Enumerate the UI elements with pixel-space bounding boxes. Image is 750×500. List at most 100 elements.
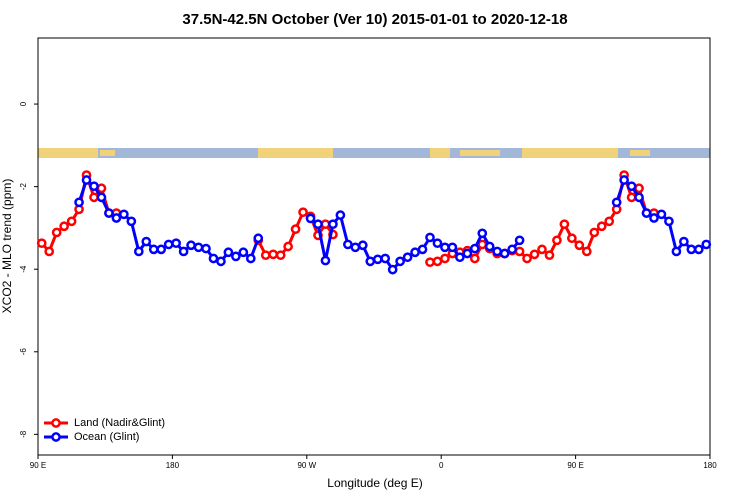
legend-marker [51, 418, 61, 428]
y-tick-label: -6 [19, 348, 28, 356]
point [529, 249, 540, 260]
point [604, 216, 615, 227]
point [537, 244, 547, 255]
point [343, 239, 353, 250]
y-axis-label: XCO2 - MLO trend (ppm) [0, 179, 14, 314]
point [163, 239, 174, 250]
point [231, 251, 241, 262]
point [245, 253, 256, 264]
point [283, 241, 293, 252]
point [96, 183, 107, 194]
x-axis-label: Longitude (deg E) [327, 476, 422, 490]
point [679, 236, 689, 247]
point [89, 192, 99, 203]
point [201, 243, 211, 254]
point [260, 250, 271, 261]
point [313, 219, 323, 230]
point [649, 213, 659, 223]
point [171, 238, 181, 249]
point [522, 253, 532, 264]
legend-label: Ocean (Glint) [74, 431, 139, 443]
point [455, 252, 465, 263]
point [51, 227, 62, 238]
point [477, 228, 488, 239]
point [425, 257, 435, 268]
y-tick-label: -4 [19, 265, 28, 273]
point [81, 175, 92, 185]
point [253, 233, 264, 244]
map-strip [38, 148, 710, 158]
point [499, 248, 510, 259]
point [298, 207, 308, 218]
point [44, 246, 55, 257]
point [328, 219, 338, 230]
point [156, 244, 167, 255]
point [581, 246, 592, 257]
point [59, 221, 69, 232]
point [357, 240, 368, 251]
point [126, 216, 137, 227]
point [365, 256, 376, 267]
point [141, 236, 152, 247]
point [186, 240, 196, 251]
y-tick-label: -2 [19, 183, 28, 191]
point [514, 235, 525, 246]
x-tick-label: 90 E [30, 461, 46, 470]
point [335, 210, 346, 220]
point [671, 246, 682, 257]
point [387, 264, 398, 275]
point [477, 239, 488, 250]
point [589, 227, 600, 238]
point [417, 244, 428, 255]
point [462, 248, 473, 259]
point [208, 253, 219, 264]
x-tick-label: 90 E [567, 461, 583, 470]
point [395, 256, 405, 267]
point [372, 254, 383, 265]
point [96, 192, 107, 203]
point [148, 244, 159, 255]
point [36, 238, 47, 249]
point [656, 209, 667, 220]
point [619, 175, 629, 185]
point [664, 216, 674, 227]
point [216, 256, 226, 267]
point [447, 242, 458, 253]
point [193, 242, 204, 253]
y-tick-label: 0 [19, 101, 28, 106]
point [440, 253, 450, 264]
point [574, 240, 585, 251]
x-tick-label: 0 [439, 461, 444, 470]
point [320, 219, 331, 230]
point [104, 208, 114, 218]
point [275, 250, 286, 261]
point [701, 239, 712, 250]
point [626, 192, 637, 203]
point [611, 197, 622, 208]
x-tick-label: 180 [166, 461, 180, 470]
point [432, 238, 443, 249]
point [238, 247, 249, 258]
x-tick-label: 180 [703, 461, 717, 470]
point [559, 219, 570, 230]
point [626, 181, 637, 192]
point [133, 246, 144, 257]
point [380, 253, 391, 264]
point [544, 250, 555, 261]
point [111, 213, 122, 223]
point [686, 244, 697, 255]
point [634, 192, 644, 203]
point [567, 233, 577, 244]
point [634, 183, 644, 194]
point [410, 247, 420, 258]
point [402, 252, 413, 263]
point [178, 246, 189, 257]
legend-marker [51, 432, 61, 442]
point [507, 244, 517, 255]
point [469, 253, 480, 264]
point [89, 181, 99, 192]
point [492, 246, 503, 257]
point [119, 209, 129, 220]
point [320, 255, 331, 266]
point [514, 246, 525, 257]
